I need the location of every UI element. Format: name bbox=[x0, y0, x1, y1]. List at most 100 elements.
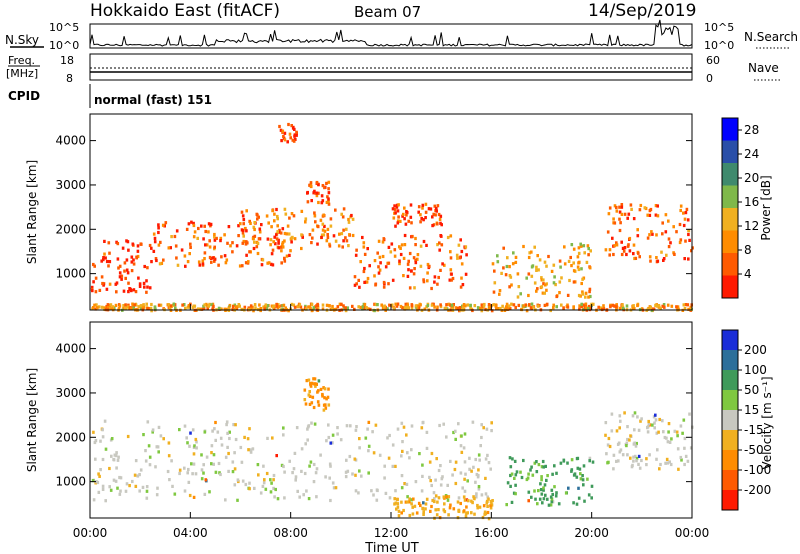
heatmap-cell bbox=[211, 307, 214, 311]
heatmap-cell bbox=[487, 517, 491, 521]
x-tick-label: 04:00 bbox=[173, 526, 208, 540]
heatmap-cell bbox=[414, 480, 418, 484]
heatmap-cell bbox=[292, 303, 296, 307]
heatmap-cell bbox=[623, 246, 627, 250]
heatmap-cell bbox=[509, 484, 512, 488]
heatmap-cell bbox=[618, 228, 622, 233]
heatmap-cell bbox=[537, 489, 540, 493]
colorbar-segment bbox=[722, 253, 738, 276]
heatmap-cell bbox=[188, 252, 191, 256]
heatmap-cell bbox=[634, 454, 637, 458]
heatmap-cell bbox=[408, 500, 411, 504]
heatmap-cell bbox=[290, 302, 294, 306]
heatmap-cell bbox=[572, 280, 576, 284]
heatmap-cell bbox=[386, 307, 389, 311]
heatmap-cell bbox=[406, 495, 409, 499]
heatmap-cell bbox=[466, 479, 469, 483]
heatmap-cell bbox=[391, 278, 395, 282]
heatmap-cell bbox=[118, 492, 122, 496]
heatmap-cell bbox=[473, 512, 476, 516]
heatmap-cell bbox=[334, 239, 338, 243]
cpid-label: CPID bbox=[8, 89, 40, 103]
heatmap-cell bbox=[545, 282, 548, 286]
heatmap-cell bbox=[253, 221, 256, 225]
heatmap-cell bbox=[327, 435, 331, 440]
heatmap-cell bbox=[413, 286, 416, 290]
heatmap-cell bbox=[228, 430, 231, 434]
heatmap-cell bbox=[194, 472, 198, 476]
heatmap-cell bbox=[502, 266, 505, 270]
heatmap-cell bbox=[558, 291, 561, 295]
heatmap-cell bbox=[475, 472, 479, 477]
heatmap-cell bbox=[618, 210, 622, 214]
heatmap-cell bbox=[655, 256, 658, 260]
heatmap-cell bbox=[283, 138, 287, 142]
heatmap-cell bbox=[269, 238, 273, 242]
heatmap-cell bbox=[489, 504, 492, 508]
heatmap-cell bbox=[167, 454, 171, 458]
heatmap-cell bbox=[576, 265, 580, 269]
heatmap-cell bbox=[293, 237, 297, 241]
heatmap-cell bbox=[208, 245, 212, 249]
heatmap-cell bbox=[480, 303, 484, 307]
heatmap-cell bbox=[269, 478, 272, 482]
heatmap-cell bbox=[109, 303, 113, 307]
heatmap-cell bbox=[324, 406, 328, 410]
colorbar-segment bbox=[722, 350, 738, 370]
heatmap-cell bbox=[139, 304, 143, 308]
heatmap-cell bbox=[129, 287, 132, 291]
heatmap-cell bbox=[665, 436, 668, 440]
heatmap-cell bbox=[514, 473, 518, 477]
heatmap-cell bbox=[101, 428, 104, 432]
heatmap-cell bbox=[157, 226, 160, 230]
heatmap-cell bbox=[464, 472, 467, 476]
heatmap-cell bbox=[544, 493, 547, 497]
heatmap-cell bbox=[398, 245, 401, 249]
heatmap-cell bbox=[219, 436, 223, 440]
heatmap-cell bbox=[317, 191, 320, 195]
heatmap-cell bbox=[411, 234, 414, 239]
heatmap-cell bbox=[200, 453, 203, 457]
heatmap-cell bbox=[437, 212, 441, 217]
heatmap-cell bbox=[487, 303, 491, 307]
heatmap-cell bbox=[119, 476, 123, 480]
heatmap-cell bbox=[327, 180, 331, 184]
heatmap-cell bbox=[216, 430, 220, 434]
heatmap-cell bbox=[514, 260, 518, 264]
heatmap-cell bbox=[425, 497, 429, 501]
heatmap-cell bbox=[204, 243, 207, 247]
heatmap-cell bbox=[430, 303, 434, 307]
heatmap-cell bbox=[391, 207, 395, 211]
heatmap-cell bbox=[283, 470, 286, 474]
heatmap-cell bbox=[570, 458, 574, 462]
heatmap-cell bbox=[127, 290, 130, 294]
heatmap-cell bbox=[208, 255, 212, 260]
heatmap-cell bbox=[632, 252, 635, 256]
heatmap-cell bbox=[274, 487, 277, 492]
colorbar-segment bbox=[722, 490, 738, 510]
heatmap-cell bbox=[437, 275, 440, 280]
heatmap-cell bbox=[125, 482, 129, 486]
heatmap-cell bbox=[283, 231, 287, 236]
heatmap-cell bbox=[274, 242, 277, 246]
heatmap-cell bbox=[279, 231, 283, 235]
heatmap-cell bbox=[509, 473, 512, 478]
velocity-frame bbox=[89, 321, 693, 519]
heatmap-cell bbox=[588, 287, 592, 291]
heatmap-cell bbox=[183, 466, 186, 470]
heatmap-cell bbox=[331, 441, 334, 445]
heatmap-cell bbox=[181, 303, 184, 307]
heatmap-cell bbox=[512, 303, 516, 307]
heatmap-cell bbox=[360, 474, 363, 478]
heatmap-cell bbox=[93, 303, 96, 307]
heatmap-cell bbox=[256, 463, 260, 467]
heatmap-cell bbox=[240, 307, 244, 311]
heatmap-cell bbox=[110, 437, 114, 441]
heatmap-cell bbox=[133, 303, 136, 307]
heatmap-cell bbox=[304, 220, 307, 224]
heatmap-cell bbox=[340, 212, 343, 216]
heatmap-cell bbox=[104, 447, 108, 451]
heatmap-cell bbox=[619, 448, 623, 452]
heatmap-cell bbox=[242, 222, 245, 226]
heatmap-cell bbox=[645, 463, 648, 467]
